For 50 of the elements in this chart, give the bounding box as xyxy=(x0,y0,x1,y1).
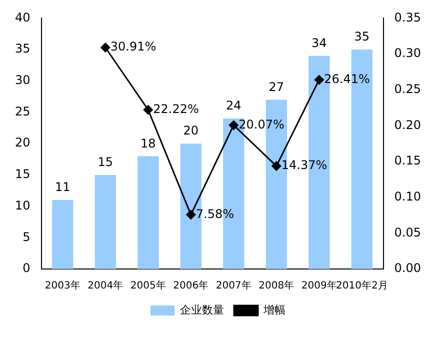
y2-tick-label: 0.30 xyxy=(394,46,421,60)
data-label: 14.37% xyxy=(281,158,328,172)
y2-tick-label: 0.10 xyxy=(394,189,421,204)
y-tick-label: 40 xyxy=(14,10,30,24)
y2-tick-label: 0.35 xyxy=(394,10,421,24)
data-label: 30.91% xyxy=(110,40,156,54)
x-tick-label: 2004年 xyxy=(88,280,124,292)
x-tick-label: 2007年 xyxy=(216,280,252,292)
point xyxy=(272,161,282,171)
y-tick-label: 20 xyxy=(14,136,30,150)
data-label: 22.22% xyxy=(153,102,199,116)
point xyxy=(100,42,110,52)
y2-tick-label: 0.05 xyxy=(394,225,421,240)
data-label: 34 xyxy=(312,36,327,50)
data-label: 20.07% xyxy=(238,117,284,132)
point xyxy=(228,120,238,130)
y-tick-label: 35 xyxy=(14,42,30,56)
data-label: 7.58% xyxy=(196,206,234,221)
data-label: 11 xyxy=(55,180,70,194)
y2-tick-label: 0.25 xyxy=(394,82,421,96)
data-label: 20 xyxy=(183,124,199,138)
bar xyxy=(94,174,116,269)
y-tick-label: 5 xyxy=(22,230,30,244)
data-label: 15 xyxy=(98,155,114,170)
x-tick-label: 2006年 xyxy=(173,280,209,292)
y2-tick-label: 0.00 xyxy=(394,261,421,276)
x-tick-label: 2003年 xyxy=(44,280,80,292)
data-label: 27 xyxy=(268,80,284,94)
data-label: 35 xyxy=(354,30,370,44)
legend-label: 企业数量 xyxy=(180,303,224,316)
legend-label: 增幅 xyxy=(262,303,286,316)
data-label: 18 xyxy=(140,136,156,150)
point xyxy=(314,75,324,85)
x-tick-label: 2005年 xyxy=(130,280,166,292)
point xyxy=(143,105,153,115)
bar xyxy=(52,200,74,269)
y2-tick-label: 0.15 xyxy=(394,154,421,168)
y-tick-label: 30 xyxy=(14,73,30,88)
data-label: 24 xyxy=(226,98,242,113)
x-tick-label: 2009年 xyxy=(301,280,337,292)
y-tick-label: 10 xyxy=(14,198,30,212)
y-tick-label: 0 xyxy=(22,261,30,276)
data-label: 26.41% xyxy=(324,72,370,86)
point xyxy=(186,210,196,220)
y-tick-label: 25 xyxy=(14,104,30,118)
bar xyxy=(138,156,159,269)
x-tick-label: 2008年 xyxy=(258,280,294,292)
y-tick-label: 15 xyxy=(14,167,30,182)
x-tick-label: 2010年2月 xyxy=(336,280,388,292)
y2-tick-label: 0.20 xyxy=(394,118,421,132)
